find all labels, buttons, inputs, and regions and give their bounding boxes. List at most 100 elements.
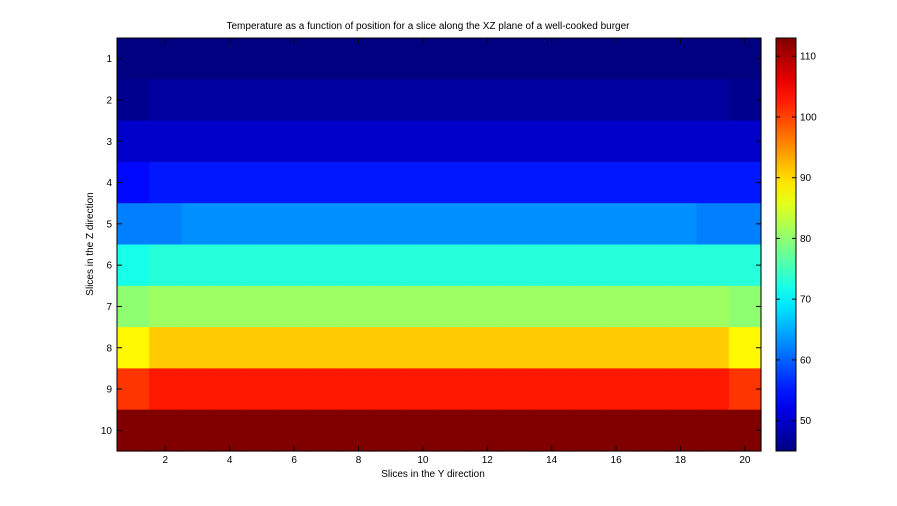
heatmap-cell bbox=[503, 327, 537, 369]
x-tick-label: 18 bbox=[675, 455, 687, 466]
heatmap-cell bbox=[117, 161, 150, 204]
y-tick-label: 6 bbox=[106, 261, 112, 272]
heatmap-cell bbox=[310, 38, 343, 80]
heatmap-cell bbox=[278, 244, 311, 287]
heatmap-cell bbox=[310, 161, 343, 204]
heatmap-cell bbox=[471, 203, 504, 246]
heatmap-cell bbox=[245, 120, 279, 163]
heatmap-cell bbox=[696, 409, 730, 452]
y-tick-label: 9 bbox=[106, 385, 112, 396]
y-tick-label: 8 bbox=[106, 343, 112, 354]
heatmap-cell bbox=[696, 38, 730, 80]
heatmap-cell bbox=[374, 368, 408, 411]
heatmap-cell bbox=[117, 409, 150, 452]
heatmap-cell bbox=[181, 327, 215, 369]
y-tick-label: 3 bbox=[106, 137, 112, 148]
heatmap-cell bbox=[567, 327, 601, 369]
heatmap-cell bbox=[503, 409, 537, 452]
heatmap-cell bbox=[406, 409, 440, 452]
heatmap-cell bbox=[535, 244, 569, 287]
x-tick-label: 14 bbox=[546, 455, 558, 466]
heatmap-cell bbox=[213, 120, 247, 163]
heatmap-cell bbox=[181, 161, 215, 204]
heatmap-cell bbox=[439, 244, 472, 287]
heatmap-cell bbox=[600, 409, 633, 452]
heatmap-cell bbox=[213, 161, 247, 204]
heatmap-cell bbox=[181, 203, 215, 246]
heatmap-cell bbox=[567, 79, 601, 122]
heatmap-cell bbox=[503, 161, 537, 204]
x-tick-label: 2 bbox=[163, 455, 169, 466]
heatmap-cell bbox=[439, 38, 472, 80]
heatmap-cell bbox=[567, 38, 601, 80]
heatmap-cell bbox=[374, 285, 408, 328]
x-tick-label: 16 bbox=[611, 455, 623, 466]
heatmap-cell bbox=[503, 38, 537, 80]
heatmap-cell bbox=[245, 327, 279, 369]
x-tick-label: 10 bbox=[417, 455, 429, 466]
x-tick-label: 8 bbox=[356, 455, 362, 466]
heatmap-cell bbox=[117, 79, 150, 122]
heatmap-cell bbox=[117, 327, 150, 369]
heatmap-cell bbox=[117, 244, 150, 287]
colorbar: 50 60 70 80 90 100 110 bbox=[775, 37, 817, 452]
heatmap-cell bbox=[181, 409, 215, 452]
heatmap-cell bbox=[213, 368, 247, 411]
heatmap-cell bbox=[567, 161, 601, 204]
heatmap-cell bbox=[567, 409, 601, 452]
heatmap-cell bbox=[245, 38, 279, 80]
x-tick-label: 20 bbox=[739, 455, 751, 466]
y-tick-label: 7 bbox=[106, 302, 112, 313]
heatmap-cell bbox=[471, 161, 504, 204]
heatmap-cell bbox=[374, 327, 408, 369]
heatmap-cell bbox=[149, 38, 182, 80]
heatmap-cell bbox=[664, 285, 698, 328]
heatmap-cell bbox=[117, 285, 150, 328]
heatmap-cell bbox=[181, 38, 215, 80]
heatmap-cell bbox=[310, 368, 343, 411]
heatmap-cell bbox=[278, 38, 311, 80]
heatmap-cell bbox=[278, 409, 311, 452]
heatmap-cell bbox=[213, 79, 247, 122]
heatmap-cell bbox=[535, 368, 569, 411]
heatmap-cell bbox=[278, 161, 311, 204]
heatmap-cell bbox=[632, 368, 665, 411]
heatmap-cell bbox=[664, 244, 698, 287]
heatmap-cell bbox=[439, 120, 472, 163]
heatmap-cell bbox=[664, 79, 698, 122]
heatmap-cell bbox=[535, 327, 569, 369]
heatmap-cell bbox=[374, 244, 408, 287]
heatmap-cell bbox=[471, 368, 504, 411]
heatmap-cell bbox=[567, 285, 601, 328]
heatmap-cell bbox=[696, 79, 730, 122]
heatmap-cell bbox=[213, 327, 247, 369]
heatmap-cell bbox=[632, 409, 665, 452]
heatmap-cell bbox=[632, 38, 665, 80]
heatmap-cell bbox=[245, 409, 279, 452]
heatmap-cell bbox=[600, 285, 633, 328]
heatmap-cell bbox=[149, 203, 182, 246]
heatmap-cell bbox=[503, 79, 537, 122]
heatmap-cell bbox=[406, 79, 440, 122]
heatmap-cell bbox=[600, 327, 633, 369]
heatmap-cell bbox=[310, 203, 343, 246]
heatmap-cell bbox=[503, 368, 537, 411]
heatmap-cell bbox=[374, 409, 408, 452]
heatmap-cell bbox=[213, 38, 247, 80]
heatmap-cell bbox=[664, 327, 698, 369]
heatmap-cell bbox=[567, 120, 601, 163]
heatmap-cell bbox=[213, 244, 247, 287]
heatmap-cell bbox=[439, 161, 472, 204]
heatmap-cell bbox=[245, 203, 279, 246]
heatmap-cell bbox=[471, 327, 504, 369]
colorbar-tick-label: 70 bbox=[800, 295, 812, 306]
heatmap-cell bbox=[471, 409, 504, 452]
heatmap-cell bbox=[117, 38, 150, 80]
heatmap-cell bbox=[535, 161, 569, 204]
heatmap-cell bbox=[342, 79, 376, 122]
y-tick-label: 5 bbox=[106, 219, 112, 230]
heatmap-cell bbox=[245, 79, 279, 122]
heatmap-cell bbox=[439, 285, 472, 328]
y-tick-label: 4 bbox=[106, 178, 112, 189]
